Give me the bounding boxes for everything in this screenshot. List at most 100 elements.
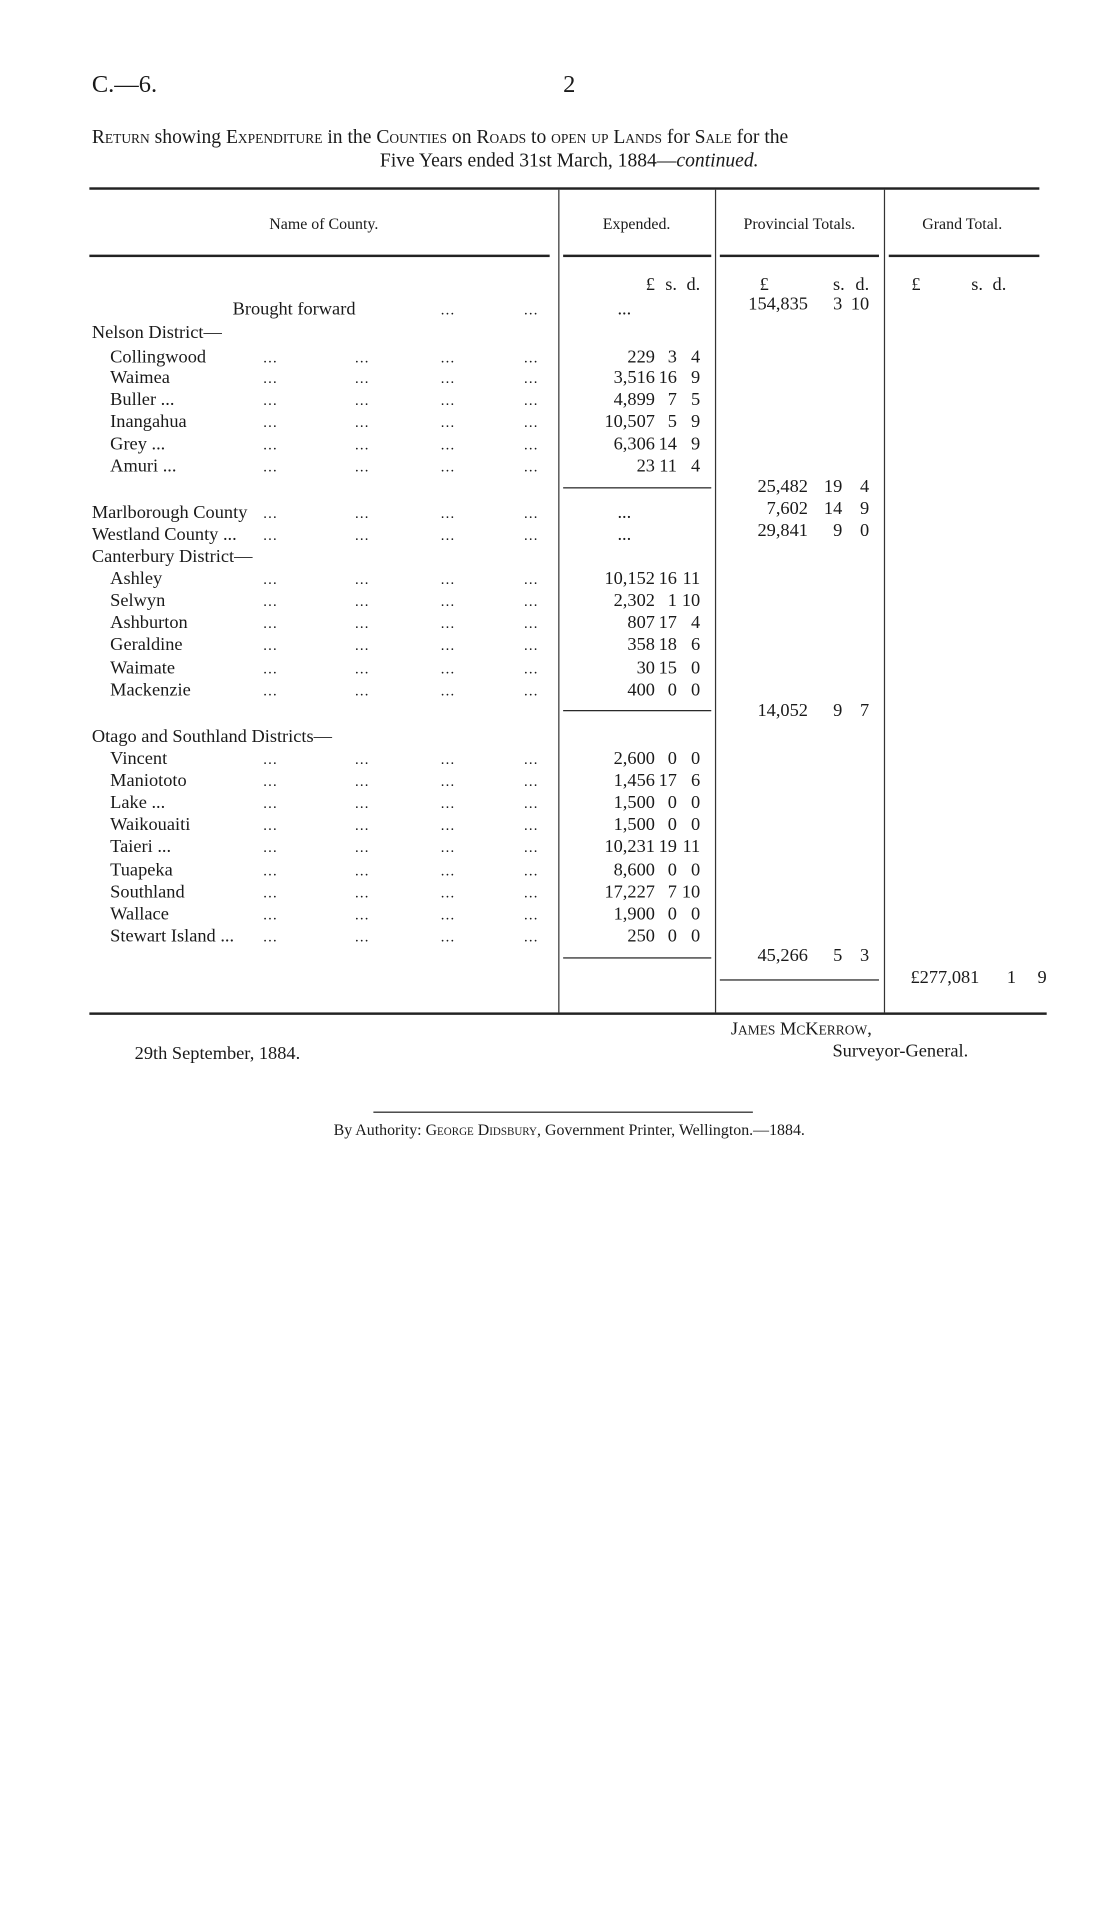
grand-total-pounds: £277,081 [910,968,980,988]
expended-shillings: 0 [667,749,677,769]
county-name: Waimea [110,368,170,389]
leader-dots: ... [523,301,539,319]
expended-shillings: 0 [667,793,677,813]
leader-dots: ... [263,838,278,856]
leader-dots: ... [440,883,456,902]
leader-dots: ... [440,369,456,387]
district-heading: Otago and Southland Districts— [91,727,333,747]
expended-shillings: 15 [658,658,677,679]
leader-dots: ... [263,435,278,453]
leader-dots: ... [440,927,456,946]
leader-dots: ... [440,435,456,453]
header-provincial-totals: Provincial Totals. [743,214,856,233]
leader-dots: ... [523,504,539,522]
expended-shillings: 19 [658,837,677,857]
county-name: Lake ... [110,793,166,813]
county-name: Waikouaiti [110,815,191,835]
leader-dots: ... [440,504,456,522]
nelson-subtotal-pence: 4 [860,477,870,498]
title-word: to [526,127,552,149]
leader-dots: ... [440,905,456,924]
leader-dots: ... [355,927,370,946]
county-name: Buller ... [110,390,175,411]
otago-southland-subtotal-shillings: 5 [833,946,843,966]
leader-dots: ... [263,816,278,834]
expended-pounds: 250 [627,926,655,947]
expended-shillings: 5 [667,412,677,433]
county-name: Vincent [110,749,168,769]
leader-dots: ... [523,861,539,879]
leader-dots: ... [355,391,370,409]
header-rule [89,254,550,258]
leader-dots: ... [355,905,370,924]
leader-dots: ... [355,750,370,768]
expended-pounds: 10,231 [604,837,655,857]
expended-pounds: 1,500 [613,815,655,835]
brought-forward-expended: ... [617,299,632,320]
county-name: Tuapeka [110,860,173,881]
leader-dots: ... [523,772,539,790]
leader-dots: ... [263,794,278,812]
leader-dots: ... [263,883,278,902]
leader-dots: ... [440,570,456,588]
expended-pence: 11 [682,569,701,589]
provincial-total-pounds: 29,841 [757,521,808,542]
leader-dots: ... [523,413,539,431]
leader-dots: ... [440,592,456,610]
title-word: on [447,127,477,149]
county-name: Inangahua [110,412,187,433]
brought-forward-provincial-shillings: 3 [833,295,843,315]
expended-shillings: 16 [658,569,677,589]
leader-dots: ... [263,772,278,790]
leader-dots: ... [263,681,278,700]
expended-pounds: 2,600 [613,749,655,769]
expended-pence: 0 [691,904,701,925]
county-name: Maniototo [110,771,187,791]
expended-shillings: 16 [658,368,677,389]
expended-pence: 6 [691,635,701,655]
leader-dots: ... [523,750,539,768]
expended-shillings: 0 [667,904,677,925]
leader-dots: ... [440,681,456,700]
canterbury-subtotal-shillings: 9 [833,701,843,722]
expended-shillings: 0 [667,926,677,947]
county-name: Geraldine [110,635,183,655]
leader-dots: ... [263,636,278,654]
grand-unit-pence: d. [992,275,1007,296]
leader-dots: ... [440,816,456,834]
leader-dots: ... [523,794,539,812]
expended-pounds: 8,600 [613,860,655,881]
provincial-unit-shillings: s. [832,275,845,296]
title-word: in the [322,127,377,149]
expended-pounds: 229 [627,347,655,368]
county-name: Stewart Island ... [110,926,235,947]
leader-dots: ... [440,348,456,367]
title-word: Sale [694,127,732,149]
leader-dots: ... [355,526,370,544]
title-text: Five Years ended 31st March, 1884— [379,150,677,172]
document-date: 29th September, 1884. [134,1044,301,1064]
expended-pence: 4 [691,456,701,477]
leader-dots: ... [440,301,456,319]
expended-pence: 4 [691,613,701,633]
leader-dots: ... [523,570,539,588]
expended-shillings: 0 [667,680,677,701]
expended-pounds: 6,306 [613,434,655,455]
leader-dots: ... [355,348,370,367]
expended-pence: 10 [681,591,701,611]
leader-dots: ... [355,772,370,790]
provincial-total-rule [719,979,879,981]
expended-shillings: 7 [667,390,677,411]
county-name: Westland County ... [91,525,237,545]
otago-southland-subtotal-pence: 3 [860,946,870,966]
provincial-total-pence: 0 [860,521,870,542]
county-name: Ashley [110,569,163,589]
table-top-rule [89,187,1040,190]
expended-pence: 9 [691,412,701,433]
nelson-subtotal-shillings: 19 [823,477,843,498]
title-line-1: Return showing Expenditure in the Counti… [92,127,788,149]
leader-dots: ... [523,905,539,924]
subtotal-rule [563,957,712,959]
header-grand-total: Grand Total. [922,214,1003,233]
